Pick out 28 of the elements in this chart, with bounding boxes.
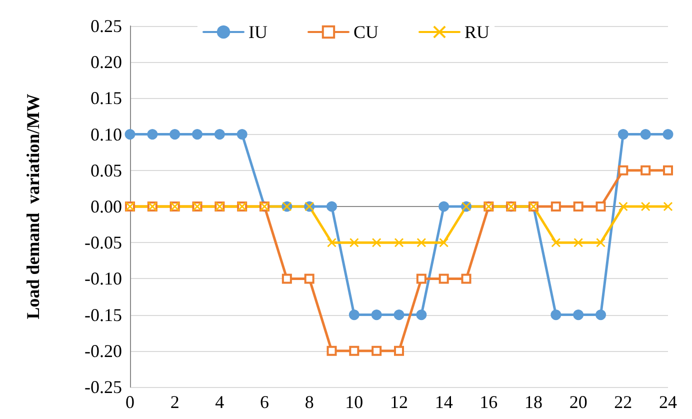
x-tick-label: 6: [260, 392, 269, 412]
x-tick-label: 4: [215, 392, 224, 412]
x-tick-label: 12: [390, 392, 408, 412]
y-tick-label: -0.20: [84, 340, 122, 361]
y-tick-label: -0.25: [84, 377, 122, 397]
y-tick-label: 0.05: [90, 160, 122, 180]
y-tick-label: 0.15: [90, 88, 122, 108]
y-tick-label: -0.15: [84, 304, 122, 325]
y-tick-label: -0.10: [84, 268, 122, 289]
y-tick-label: 0.25: [90, 16, 122, 36]
y-tick-label: 0.00: [90, 196, 122, 216]
x-tick-label: 18: [524, 392, 542, 412]
x-tick-label: 8: [304, 392, 314, 412]
y-tick-label: 0.20: [90, 52, 122, 72]
y-tick-label: -0.05: [84, 232, 122, 253]
legend-label: CU: [353, 22, 379, 42]
x-tick-label: 14: [434, 392, 453, 412]
x-tick-label: 20: [569, 392, 588, 412]
x-tick-label: 10: [345, 392, 364, 412]
x-tick-label: 24: [659, 392, 677, 412]
x-tick-label: 2: [170, 392, 180, 412]
legend-label: IU: [248, 22, 268, 42]
y-axis-title: Load demand variation/MW: [23, 94, 43, 320]
x-tick-label: 16: [480, 392, 498, 412]
legend-label: RU: [464, 22, 490, 42]
y-tick-label: 0.10: [90, 124, 122, 144]
x-tick-label: 22: [614, 392, 632, 412]
x-tick-label: 0: [126, 392, 134, 412]
